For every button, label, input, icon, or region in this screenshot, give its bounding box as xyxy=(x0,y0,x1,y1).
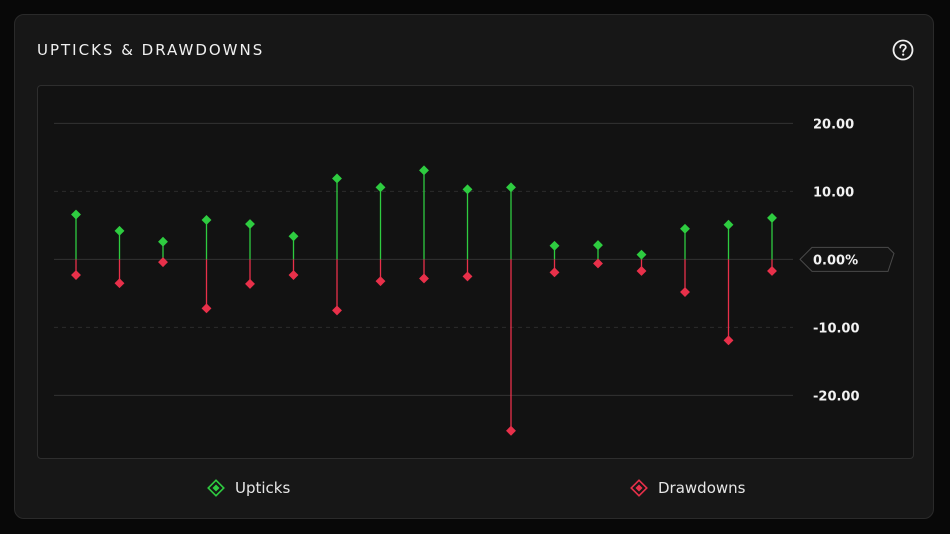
uptick-point xyxy=(680,223,690,234)
uptick-point xyxy=(506,182,516,193)
y-tick-label: -10.00 xyxy=(813,321,860,336)
uptick-point xyxy=(723,219,734,230)
drawdown-point xyxy=(767,266,777,276)
drawdown-point xyxy=(375,276,386,287)
drawdown-point xyxy=(419,273,429,284)
drawdown-point xyxy=(114,278,125,289)
legend-upticks-label: Upticks xyxy=(235,479,291,497)
y-tick-label: -20.00 xyxy=(813,389,860,404)
uptick-point xyxy=(636,249,647,260)
drawdown-point xyxy=(245,278,255,289)
uptick-point xyxy=(201,215,212,225)
drawdown-point xyxy=(680,287,690,297)
uptick-point xyxy=(332,173,342,184)
uptick-point xyxy=(71,209,81,220)
uptick-point xyxy=(462,184,473,195)
uptick-point xyxy=(114,225,125,236)
uptick-point xyxy=(593,240,603,251)
uptick-point xyxy=(158,236,168,247)
y-tick-label: 20.00 xyxy=(813,117,854,132)
diamond-red-icon xyxy=(630,479,648,497)
uptick-point xyxy=(419,165,429,176)
drawdown-point xyxy=(288,270,299,280)
drawdown-point xyxy=(723,335,734,346)
lollipop-chart: 20.00 10.00 0.00% -10.00 -20.00 xyxy=(54,117,895,436)
drawdown-point xyxy=(71,270,81,280)
y-tick-label: 10.00 xyxy=(813,185,854,200)
uptick-point xyxy=(245,219,255,229)
card-title: UPTICKS & DRAWDOWNS xyxy=(37,41,265,59)
drawdown-point xyxy=(636,266,647,276)
uptick-point xyxy=(375,182,386,193)
chart-plot-area: 20.00 10.00 0.00% -10.00 -20.00 xyxy=(37,85,914,459)
uptick-point xyxy=(288,231,299,242)
question-circle-icon[interactable] xyxy=(892,39,914,61)
current-value-tag xyxy=(799,246,895,272)
upticks-drawdowns-card: UPTICKS & DRAWDOWNS 20.00 10.00 0.00% -10.0… xyxy=(14,14,934,519)
legend-drawdowns[interactable]: Drawdowns xyxy=(630,479,745,497)
uptick-point xyxy=(767,212,777,223)
drawdown-point xyxy=(201,303,212,314)
drawdown-point xyxy=(332,305,342,316)
legend-upticks[interactable]: Upticks xyxy=(207,479,290,497)
legend-drawdowns-label: Drawdowns xyxy=(658,479,746,497)
y-tick-label: 0.00% xyxy=(813,253,858,268)
drawdown-point xyxy=(158,257,168,268)
drawdown-point xyxy=(593,258,603,269)
drawdown-point xyxy=(462,271,473,282)
drawdown-point xyxy=(549,267,560,278)
uptick-point xyxy=(549,240,560,251)
diamond-green-icon xyxy=(207,479,225,497)
drawdown-point xyxy=(506,425,516,436)
